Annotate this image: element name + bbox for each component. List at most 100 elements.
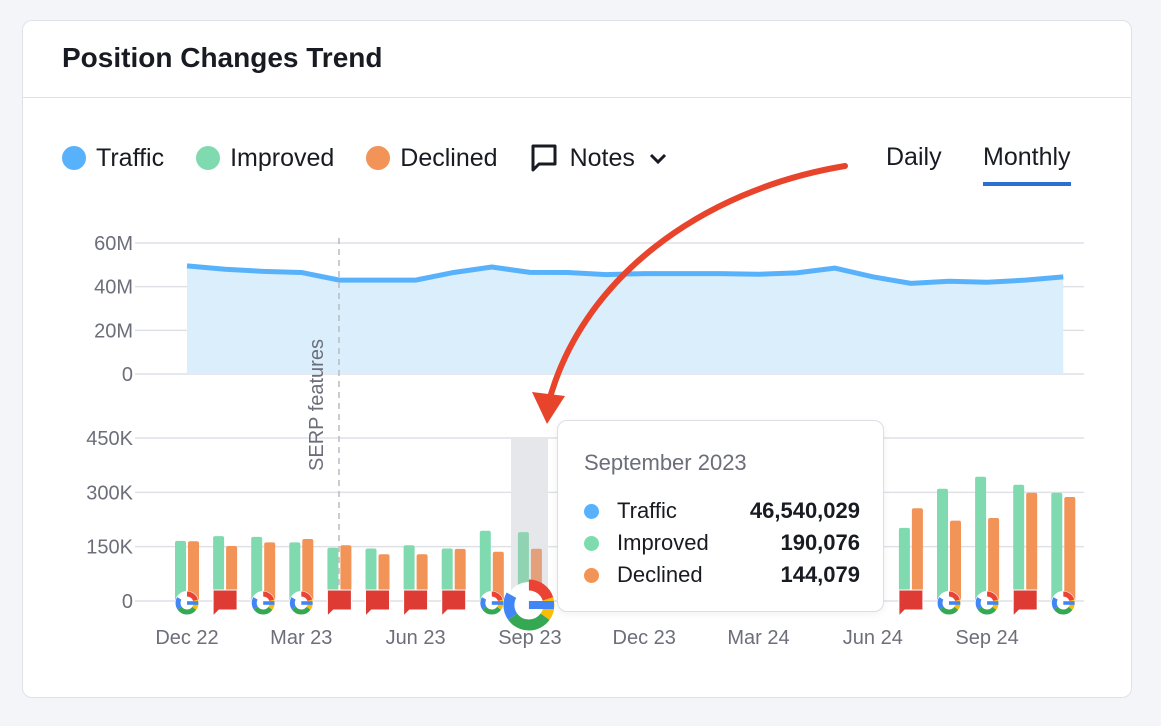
note-flag-icon <box>441 589 467 618</box>
improved-bar <box>937 488 948 601</box>
google-update-icon <box>251 591 276 615</box>
x-tick-label: Dec 22 <box>155 627 218 649</box>
flag-shape <box>1012 589 1038 618</box>
google-bar <box>301 601 313 605</box>
note-flag-icon <box>212 589 238 618</box>
legend-label: Traffic <box>96 143 165 172</box>
y-tick-label: 0 <box>122 364 133 386</box>
declined-bar <box>416 554 428 601</box>
note-flag-icon <box>898 589 924 618</box>
google-arc <box>289 591 313 615</box>
improved-bar <box>898 527 910 601</box>
google-bar <box>1063 601 1075 605</box>
google-bar <box>949 601 961 605</box>
declined-bar <box>340 545 352 601</box>
google-arc <box>175 591 199 615</box>
x-tick-label: Mar 24 <box>727 627 789 649</box>
google-arc <box>1051 591 1075 615</box>
flag-shape <box>898 589 924 618</box>
declined-dot-icon <box>584 567 599 583</box>
improved-dot-icon <box>196 146 221 170</box>
google-arc <box>1051 591 1075 615</box>
declined-bar <box>188 541 199 601</box>
tooltip-value: 144,079 <box>780 562 860 587</box>
y-tick-label: 20M <box>94 320 133 342</box>
note-flag-icon <box>365 589 390 618</box>
tooltip-label: Declined <box>617 562 703 587</box>
google-update-icon <box>479 591 504 615</box>
traffic-dot-icon <box>62 146 86 170</box>
declined-bar <box>302 539 314 601</box>
google-update-icon <box>975 591 1000 615</box>
x-tick-label: Dec 23 <box>613 627 676 649</box>
tooltip-row-improved: Improved 190,076 <box>584 530 860 556</box>
chart-tooltip: September 2023 Traffic 46,540,029 Improv… <box>557 420 884 612</box>
improved-bar <box>441 548 453 601</box>
declined-bar <box>1026 492 1038 601</box>
improved-bar <box>403 545 415 601</box>
google-arc <box>937 591 961 615</box>
declined-dot-icon <box>366 146 391 170</box>
declined-bar <box>492 551 504 601</box>
tab-monthly[interactable]: Monthly <box>983 143 1071 186</box>
google-arc <box>1051 591 1075 615</box>
google-update-icon <box>503 579 555 631</box>
x-tick-label: Mar 23 <box>270 627 332 649</box>
improved-bar <box>327 547 339 601</box>
google-update-icon <box>175 591 199 615</box>
google-update-icon <box>289 591 314 615</box>
google-arc <box>937 591 961 615</box>
google-update-icon <box>937 591 961 615</box>
legend-declined[interactable]: Declined <box>366 143 498 173</box>
google-arc <box>251 591 275 615</box>
notes-dropdown[interactable]: Notes <box>530 143 681 173</box>
flag-shape <box>441 589 467 618</box>
google-arc <box>503 579 555 631</box>
google-update-icon <box>1051 591 1076 615</box>
google-arc <box>251 591 275 615</box>
flag-shape <box>403 589 429 618</box>
traffic-area <box>187 265 1064 374</box>
google-bar <box>187 601 199 605</box>
declined-bar <box>226 545 238 601</box>
google-arc <box>975 591 999 615</box>
google-arc <box>289 591 313 615</box>
legend-label: Improved <box>230 143 335 172</box>
notes-label: Notes <box>569 143 635 172</box>
flag-shape <box>212 589 238 618</box>
tooltip-value: 46,540,029 <box>749 498 860 523</box>
google-bar <box>987 601 999 605</box>
google-arc <box>175 591 199 615</box>
google-arc <box>975 591 999 615</box>
improved-dot-icon <box>584 535 599 551</box>
improved-bar <box>975 476 987 601</box>
legend-traffic[interactable]: Traffic <box>62 144 164 173</box>
flag-shape <box>365 589 390 618</box>
improved-bar <box>1051 492 1063 601</box>
improved-bar <box>251 536 263 601</box>
y-tick-label: 300K <box>86 482 133 504</box>
improved-bar <box>213 536 225 601</box>
declined-bar <box>264 542 276 601</box>
google-arc <box>175 591 199 615</box>
google-arc <box>975 591 999 615</box>
arrowhead-icon <box>532 392 565 424</box>
card-title: Position Changes Trend <box>62 42 383 73</box>
improved-bar <box>289 542 301 601</box>
google-arc <box>480 591 504 615</box>
google-bar <box>263 601 275 605</box>
legend-improved[interactable]: Improved <box>196 144 334 173</box>
legend-label: Declined <box>400 143 498 172</box>
y-tick-label: 40M <box>94 277 133 299</box>
declined-bar <box>950 520 961 601</box>
tooltip-label: Improved <box>617 530 709 555</box>
chart-legend: Traffic Improved Declined Notes <box>62 143 681 173</box>
tooltip-row-traffic: Traffic 46,540,029 <box>584 498 860 524</box>
declined-bar <box>1064 497 1076 601</box>
google-arc <box>251 591 275 615</box>
improved-bar <box>1013 484 1025 601</box>
google-arc <box>503 579 555 631</box>
annotation-arrow <box>545 163 848 408</box>
tab-daily[interactable]: Daily <box>886 143 942 171</box>
